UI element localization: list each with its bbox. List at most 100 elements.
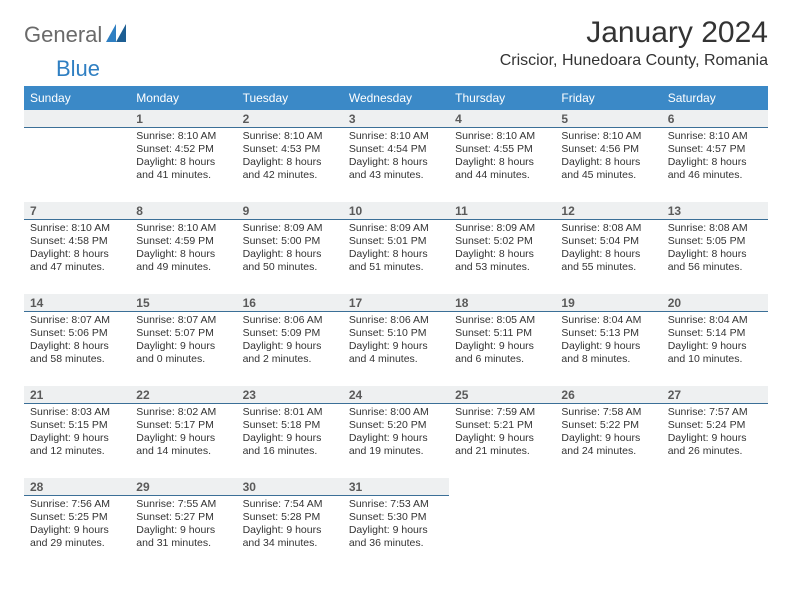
calendar-cell: 10Sunrise: 8:09 AMSunset: 5:01 PMDayligh… — [343, 202, 449, 294]
calendar-cell: 6Sunrise: 8:10 AMSunset: 4:57 PMDaylight… — [662, 110, 768, 202]
sunset-line: Sunset: 5:20 PM — [349, 419, 443, 432]
sunrise-line: Sunrise: 8:04 AM — [668, 314, 762, 327]
sunrise-line: Sunrise: 8:01 AM — [243, 406, 337, 419]
calendar-cell: 4Sunrise: 8:10 AMSunset: 4:55 PMDaylight… — [449, 110, 555, 202]
weekday-header: Monday — [130, 86, 236, 110]
weekday-header: Thursday — [449, 86, 555, 110]
daylight-line: Daylight: 8 hours and 43 minutes. — [349, 156, 443, 182]
sunrise-line: Sunrise: 8:10 AM — [349, 130, 443, 143]
calendar-cell — [24, 110, 130, 202]
sunrise-line: Sunrise: 8:06 AM — [349, 314, 443, 327]
sunset-line: Sunset: 5:01 PM — [349, 235, 443, 248]
weekday-header: Saturday — [662, 86, 768, 110]
day-number: 25 — [449, 386, 555, 404]
day-number: 7 — [24, 202, 130, 220]
day-details: Sunrise: 8:09 AMSunset: 5:02 PMDaylight:… — [455, 220, 549, 275]
day-number: 21 — [24, 386, 130, 404]
day-details: Sunrise: 8:10 AMSunset: 4:55 PMDaylight:… — [455, 128, 549, 183]
day-number: 31 — [343, 478, 449, 496]
sunset-line: Sunset: 5:07 PM — [136, 327, 230, 340]
sunset-line: Sunset: 5:25 PM — [30, 511, 124, 524]
day-details: Sunrise: 8:10 AMSunset: 4:59 PMDaylight:… — [136, 220, 230, 275]
day-number: 3 — [343, 110, 449, 128]
sunrise-line: Sunrise: 8:09 AM — [455, 222, 549, 235]
sunrise-line: Sunrise: 8:07 AM — [30, 314, 124, 327]
logo: General — [24, 16, 128, 48]
sunset-line: Sunset: 5:21 PM — [455, 419, 549, 432]
day-details: Sunrise: 8:10 AMSunset: 4:53 PMDaylight:… — [243, 128, 337, 183]
calendar-cell: 27Sunrise: 7:57 AMSunset: 5:24 PMDayligh… — [662, 386, 768, 478]
sunset-line: Sunset: 4:57 PM — [668, 143, 762, 156]
day-number: 14 — [24, 294, 130, 312]
daylight-line: Daylight: 8 hours and 56 minutes. — [668, 248, 762, 274]
sunset-line: Sunset: 4:59 PM — [136, 235, 230, 248]
daylight-line: Daylight: 8 hours and 41 minutes. — [136, 156, 230, 182]
day-details: Sunrise: 8:04 AMSunset: 5:14 PMDaylight:… — [668, 312, 762, 367]
calendar-cell: 18Sunrise: 8:05 AMSunset: 5:11 PMDayligh… — [449, 294, 555, 386]
sunset-line: Sunset: 5:14 PM — [668, 327, 762, 340]
day-details: Sunrise: 7:53 AMSunset: 5:30 PMDaylight:… — [349, 496, 443, 551]
title-block: January 2024 Criscior, Hunedoara County,… — [500, 16, 768, 78]
calendar-week-row: 7Sunrise: 8:10 AMSunset: 4:58 PMDaylight… — [24, 202, 768, 294]
calendar-cell: 11Sunrise: 8:09 AMSunset: 5:02 PMDayligh… — [449, 202, 555, 294]
sunrise-line: Sunrise: 8:09 AM — [243, 222, 337, 235]
sunset-line: Sunset: 5:00 PM — [243, 235, 337, 248]
day-details: Sunrise: 8:09 AMSunset: 5:00 PMDaylight:… — [243, 220, 337, 275]
sunrise-line: Sunrise: 8:10 AM — [243, 130, 337, 143]
sunset-line: Sunset: 5:24 PM — [668, 419, 762, 432]
day-details: Sunrise: 8:10 AMSunset: 4:57 PMDaylight:… — [668, 128, 762, 183]
day-number: 29 — [130, 478, 236, 496]
sunset-line: Sunset: 4:53 PM — [243, 143, 337, 156]
sunrise-line: Sunrise: 7:55 AM — [136, 498, 230, 511]
day-number: 10 — [343, 202, 449, 220]
calendar-week-row: 14Sunrise: 8:07 AMSunset: 5:06 PMDayligh… — [24, 294, 768, 386]
daylight-line: Daylight: 8 hours and 45 minutes. — [561, 156, 655, 182]
day-details: Sunrise: 8:08 AMSunset: 5:04 PMDaylight:… — [561, 220, 655, 275]
calendar-cell: 30Sunrise: 7:54 AMSunset: 5:28 PMDayligh… — [237, 478, 343, 566]
calendar-cell: 12Sunrise: 8:08 AMSunset: 5:04 PMDayligh… — [555, 202, 661, 294]
sunrise-line: Sunrise: 7:57 AM — [668, 406, 762, 419]
day-details: Sunrise: 7:58 AMSunset: 5:22 PMDaylight:… — [561, 404, 655, 459]
sunrise-line: Sunrise: 7:58 AM — [561, 406, 655, 419]
day-number: 30 — [237, 478, 343, 496]
daylight-line: Daylight: 8 hours and 51 minutes. — [349, 248, 443, 274]
sunrise-line: Sunrise: 8:03 AM — [30, 406, 124, 419]
sunset-line: Sunset: 4:52 PM — [136, 143, 230, 156]
day-number: 24 — [343, 386, 449, 404]
sunset-line: Sunset: 5:09 PM — [243, 327, 337, 340]
calendar-cell — [662, 478, 768, 566]
sunset-line: Sunset: 5:10 PM — [349, 327, 443, 340]
daylight-line: Daylight: 9 hours and 21 minutes. — [455, 432, 549, 458]
calendar-cell: 7Sunrise: 8:10 AMSunset: 4:58 PMDaylight… — [24, 202, 130, 294]
daylight-line: Daylight: 9 hours and 6 minutes. — [455, 340, 549, 366]
daylight-line: Daylight: 8 hours and 44 minutes. — [455, 156, 549, 182]
sunset-line: Sunset: 4:55 PM — [455, 143, 549, 156]
calendar-cell: 20Sunrise: 8:04 AMSunset: 5:14 PMDayligh… — [662, 294, 768, 386]
day-number: 23 — [237, 386, 343, 404]
calendar-cell: 9Sunrise: 8:09 AMSunset: 5:00 PMDaylight… — [237, 202, 343, 294]
day-number: 8 — [130, 202, 236, 220]
calendar-cell: 28Sunrise: 7:56 AMSunset: 5:25 PMDayligh… — [24, 478, 130, 566]
calendar-cell — [555, 478, 661, 566]
sunset-line: Sunset: 5:28 PM — [243, 511, 337, 524]
sunrise-line: Sunrise: 8:02 AM — [136, 406, 230, 419]
daylight-line: Daylight: 8 hours and 55 minutes. — [561, 248, 655, 274]
weekday-header: Tuesday — [237, 86, 343, 110]
calendar-week-row: 28Sunrise: 7:56 AMSunset: 5:25 PMDayligh… — [24, 478, 768, 566]
day-details: Sunrise: 8:05 AMSunset: 5:11 PMDaylight:… — [455, 312, 549, 367]
day-number: 17 — [343, 294, 449, 312]
day-details: Sunrise: 7:55 AMSunset: 5:27 PMDaylight:… — [136, 496, 230, 551]
page-title: January 2024 — [500, 16, 768, 50]
day-details: Sunrise: 8:00 AMSunset: 5:20 PMDaylight:… — [349, 404, 443, 459]
calendar-cell — [449, 478, 555, 566]
calendar-cell: 2Sunrise: 8:10 AMSunset: 4:53 PMDaylight… — [237, 110, 343, 202]
day-number: 20 — [662, 294, 768, 312]
weekday-header: Wednesday — [343, 86, 449, 110]
sunset-line: Sunset: 5:11 PM — [455, 327, 549, 340]
calendar-cell: 3Sunrise: 8:10 AMSunset: 4:54 PMDaylight… — [343, 110, 449, 202]
calendar-cell: 26Sunrise: 7:58 AMSunset: 5:22 PMDayligh… — [555, 386, 661, 478]
sunset-line: Sunset: 5:04 PM — [561, 235, 655, 248]
calendar-cell: 16Sunrise: 8:06 AMSunset: 5:09 PMDayligh… — [237, 294, 343, 386]
calendar-cell: 21Sunrise: 8:03 AMSunset: 5:15 PMDayligh… — [24, 386, 130, 478]
day-number: 2 — [237, 110, 343, 128]
